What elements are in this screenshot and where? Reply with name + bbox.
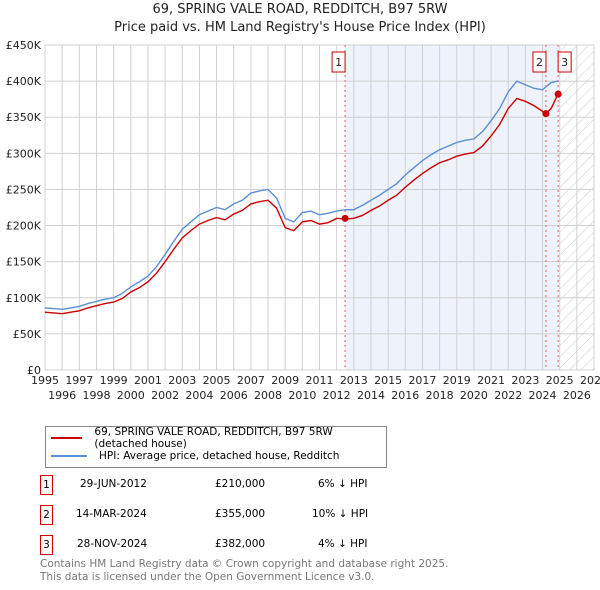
x-tick-label: 2012 (323, 389, 351, 402)
x-tick-label: 2024 (529, 389, 557, 402)
y-tick-label: £250K (6, 183, 42, 196)
x-tick-label: 2025 (546, 374, 574, 387)
future-hatch (558, 45, 594, 370)
sale-date: 29-JUN-2012 (80, 478, 147, 490)
x-tick-label: 2019 (443, 374, 471, 387)
sale-date: 14-MAR-2024 (76, 508, 147, 520)
footer-line: This data is licensed under the Open Gov… (40, 571, 375, 583)
footer: Contains HM Land Registry data © Crown c… (40, 558, 448, 584)
y-tick-label: £450K (6, 39, 42, 52)
y-tick-label: £350K (6, 111, 42, 124)
hpi-line (44, 80, 559, 311)
x-tick-label: 2003 (168, 374, 196, 387)
chart-title: 69, SPRING VALE ROAD, REDDITCH, B97 5RW (152, 2, 448, 17)
sale-label-box (557, 51, 572, 73)
y-tick-label: £50K (13, 328, 42, 341)
x-tick-label: 2007 (237, 374, 265, 387)
sale-label-box (331, 51, 346, 73)
x-tick-label: 2018 (426, 389, 454, 402)
x-tick-label: 1998 (82, 389, 110, 402)
x-tick-label: 2005 (203, 374, 231, 387)
x-tick-label: 2001 (134, 374, 162, 387)
legend-label-property: 69, SPRING VALE ROAD, REDDITCH, B97 5RW … (94, 426, 333, 450)
sale-row: 3 28-NOV-2024 £382,000 4% ↓ HPI (40, 535, 460, 555)
x-tick-label: 2023 (511, 374, 539, 387)
x-tick-label: 2006 (220, 389, 248, 402)
x-tick-label: 2021 (477, 374, 505, 387)
sale-point (341, 214, 349, 222)
x-tick-label: 2017 (408, 374, 436, 387)
sale-hpi: 6% ↓ HPI (318, 478, 368, 490)
x-tick-label: 2004 (185, 389, 213, 402)
plot-area: 1995 1996 1997 1998 1999 2000 2001 2002 2003 2004… (6, 39, 600, 402)
chart-subtitle: Price paid vs. HM Land Registry's House … (114, 20, 486, 35)
sale-point (542, 110, 550, 118)
y-tick-label: £100K (6, 292, 42, 305)
sale-price: £355,000 (215, 508, 266, 520)
x-tick-label: 2000 (117, 389, 145, 402)
legend-swatch-hpi (51, 455, 87, 457)
x-tick-label: 2013 (340, 374, 368, 387)
sale-marker: 1 (40, 475, 53, 495)
sale-row: 2 14-MAR-2024 £355,000 10% ↓ HPI (40, 505, 460, 525)
sale-label-box (532, 51, 547, 73)
sale-marker: 2 (40, 505, 53, 525)
y-tick-label: £400K (6, 75, 42, 88)
x-tick-label: 2015 (374, 374, 402, 387)
legend-label-hpi: HPI: Average price, detached house, Redd… (99, 450, 340, 462)
x-tick-label: 2022 (494, 389, 522, 402)
sale-hpi: 4% ↓ HPI (318, 538, 368, 550)
x-tick-label: 2020 (460, 389, 488, 402)
property-price-line (44, 93, 559, 315)
y-tick-label: £300K (6, 147, 42, 160)
sale-price: £382,000 (215, 538, 266, 550)
footer-line: Contains HM Land Registry data © Crown c… (40, 558, 449, 570)
y-tick-label: £150K (6, 256, 42, 269)
x-tick-label: 1996 (48, 389, 76, 402)
sale-marker: 3 (40, 535, 53, 555)
y-tick-label: £200K (6, 220, 42, 233)
x-tick-label: 2026 (563, 389, 591, 402)
x-tick-label: 2011 (306, 374, 334, 387)
x-tick-label: 1997 (65, 374, 93, 387)
sale-label: 2 (536, 56, 543, 69)
x-tick-label: 2010 (288, 389, 316, 402)
sale-price: £210,000 (215, 478, 266, 490)
x-tick-label: 2016 (391, 389, 419, 402)
x-tick-label: 2027 (580, 374, 600, 387)
sale-hpi: 10% ↓ HPI (312, 508, 369, 520)
sale-label: 1 (335, 56, 342, 69)
x-tick-label: 2008 (254, 389, 282, 402)
legend-swatch-property (51, 437, 83, 439)
x-tick-label: 2009 (271, 374, 299, 387)
x-tick-label: 1995 (31, 374, 59, 387)
sale-date: 28-NOV-2024 (77, 538, 148, 550)
y-tick-label: £0 (27, 364, 41, 377)
x-tick-label: 2002 (151, 389, 179, 402)
shaded-period (345, 45, 559, 370)
legend: 69, SPRING VALE ROAD, REDDITCH, B97 5RW … (45, 426, 387, 468)
sale-point (554, 90, 562, 98)
sale-label: 3 (561, 56, 568, 69)
x-tick-label: 2014 (357, 389, 385, 402)
sale-row: 1 29-JUN-2012 £210,000 6% ↓ HPI (40, 475, 460, 495)
x-tick-label: 1999 (100, 374, 128, 387)
